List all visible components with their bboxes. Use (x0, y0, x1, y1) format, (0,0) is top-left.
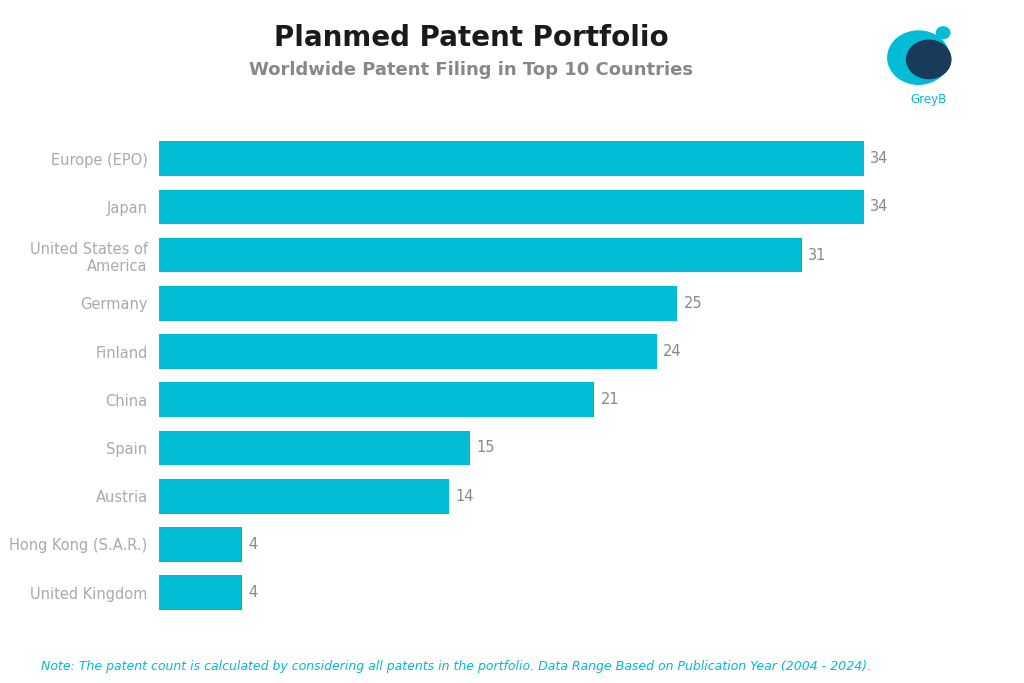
Text: 21: 21 (601, 392, 620, 407)
Bar (159, 382, 595, 417)
Bar (159, 238, 802, 273)
Bar (159, 286, 678, 321)
Text: 34: 34 (870, 151, 889, 166)
Bar (159, 430, 470, 465)
Bar (159, 141, 864, 176)
Text: 15: 15 (476, 441, 495, 456)
Text: 34: 34 (870, 199, 889, 214)
Text: 14: 14 (456, 488, 474, 503)
Circle shape (936, 27, 950, 39)
Circle shape (888, 31, 949, 84)
Text: 24: 24 (663, 344, 682, 359)
Text: 4: 4 (248, 537, 257, 552)
Text: 4: 4 (248, 585, 257, 600)
Bar (159, 479, 450, 514)
Bar (159, 190, 864, 224)
Text: 31: 31 (808, 248, 826, 263)
Text: Planmed Patent Portfolio: Planmed Patent Portfolio (273, 24, 669, 52)
Circle shape (906, 40, 951, 79)
Text: Note: The patent count is calculated by considering all patents in the portfolio: Note: The patent count is calculated by … (41, 660, 871, 673)
Text: Worldwide Patent Filing in Top 10 Countries: Worldwide Patent Filing in Top 10 Countr… (249, 61, 693, 79)
Text: 25: 25 (684, 296, 702, 311)
Text: GreyB: GreyB (910, 93, 947, 106)
Bar (159, 527, 242, 561)
Bar (159, 334, 656, 369)
Bar (159, 575, 242, 610)
